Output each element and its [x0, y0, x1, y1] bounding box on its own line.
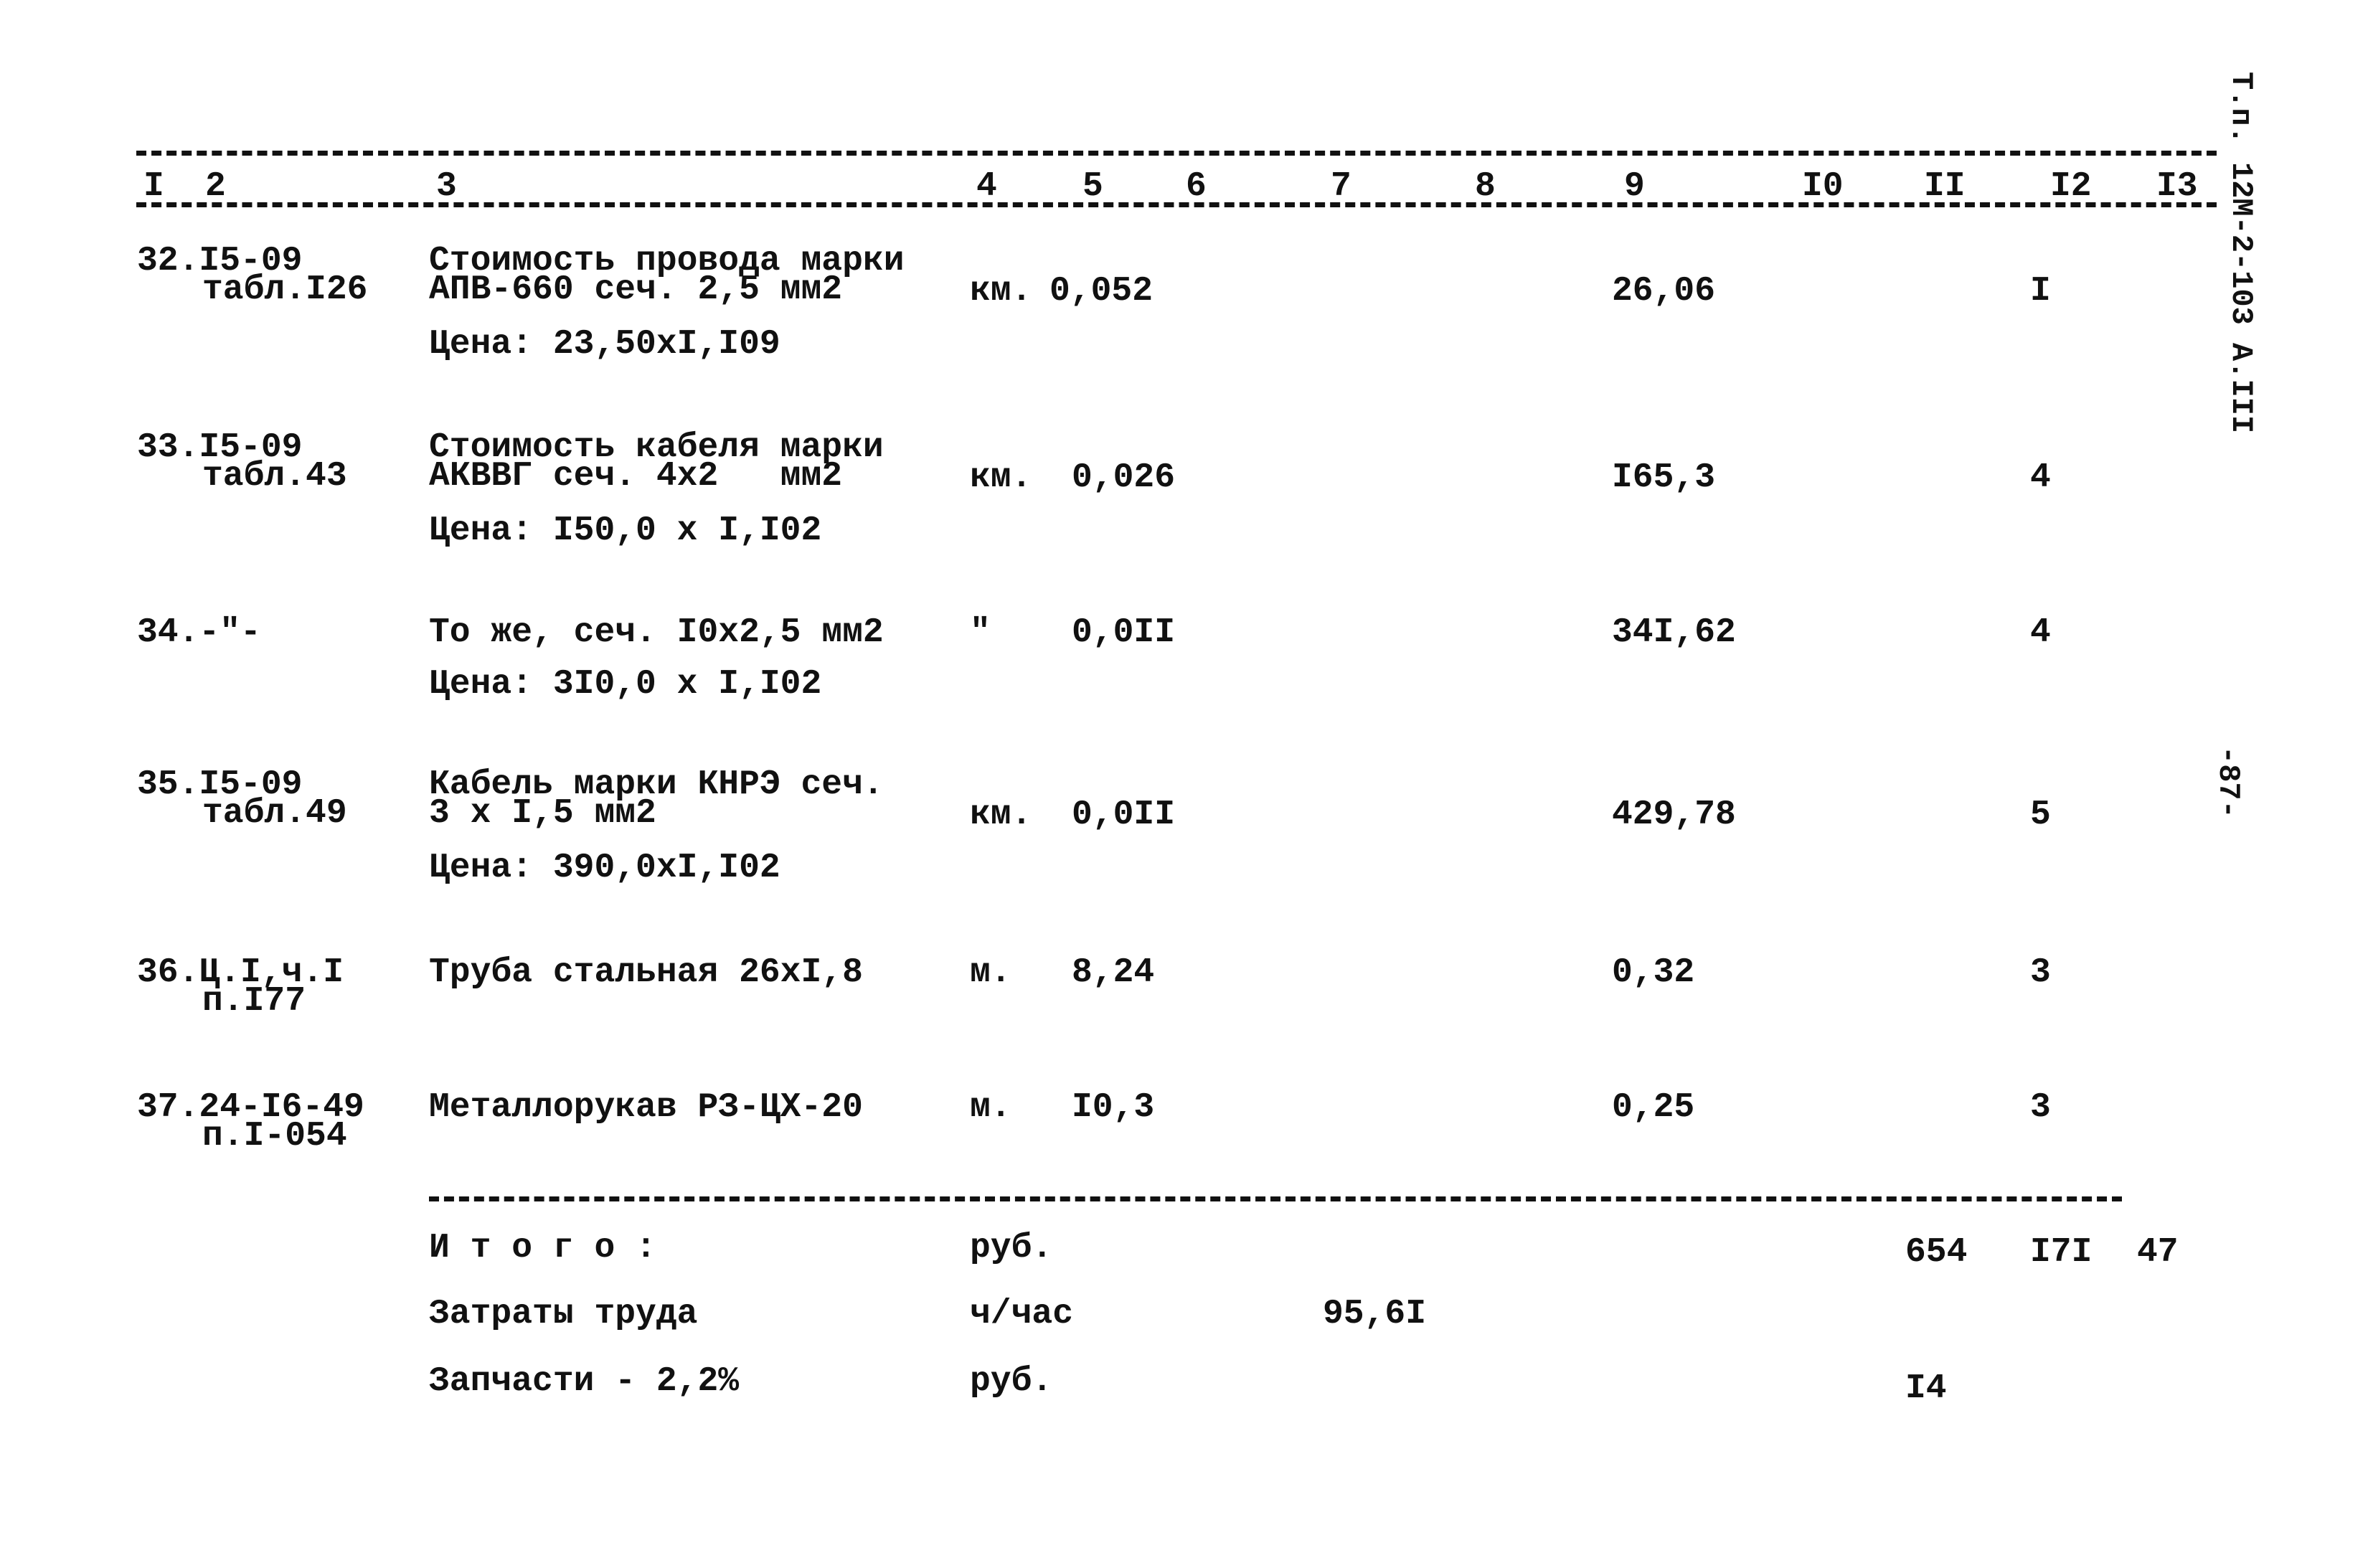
labor-unit: ч/час — [970, 1295, 1074, 1333]
row-number: 33.I5-09 — [137, 428, 303, 467]
row-col12: 5 — [2030, 795, 2051, 834]
row-reference: п.I77 — [202, 982, 306, 1021]
labor-label: Затраты труда — [429, 1295, 698, 1333]
row-description: Стоимость провода марки — [429, 242, 905, 280]
row-col9: I65,3 — [1612, 458, 1716, 497]
column-header-1: I — [143, 167, 164, 206]
row-description: АКВВГ сеч. 4х2 мм2 — [429, 457, 843, 496]
row-col9: 0,25 — [1612, 1088, 1695, 1127]
row-quantity: 8,24 — [1072, 953, 1155, 992]
row-unit: м. — [970, 953, 1011, 992]
row-col9: 26,06 — [1612, 272, 1716, 311]
row-col12: I — [2030, 272, 2051, 311]
parts-col11: I4 — [1905, 1369, 1947, 1408]
row-description: 3 х I,5 мм2 — [429, 794, 656, 833]
row-col12: 4 — [2030, 458, 2051, 497]
header-top-rule — [136, 151, 2217, 156]
row-number: 37.24-I6-49 — [137, 1088, 364, 1127]
row-unit: км. — [970, 458, 1032, 497]
column-header-10: I0 — [1802, 167, 1844, 206]
column-header-12: I2 — [2050, 167, 2092, 206]
column-header-5: 5 — [1082, 167, 1103, 206]
row-quantity: 0,052 — [1049, 272, 1154, 311]
row-unit: км. — [970, 272, 1032, 311]
row-quantity: I0,3 — [1072, 1088, 1155, 1127]
row-description: Металлорукав РЗ-ЦХ-20 — [429, 1088, 863, 1127]
margin-document-code: Т.п. 12М-2-103 А.III — [2224, 72, 2258, 434]
total-col11: 654 — [1905, 1233, 1968, 1272]
header-bottom-rule — [136, 202, 2217, 207]
labor-col7: 95,6I — [1323, 1295, 1427, 1333]
row-quantity: 0,0II — [1072, 795, 1176, 834]
parts-label: Запчасти - 2,2% — [429, 1362, 740, 1401]
row-description: АПВ-660 сеч. 2,5 мм2 — [429, 270, 843, 309]
row-col9: 34I,62 — [1612, 613, 1736, 652]
column-header-3: 3 — [436, 167, 457, 206]
page-number: -87- — [2211, 746, 2245, 818]
total-label: И т о г о : — [429, 1229, 656, 1267]
row-description: То же, сеч. I0х2,5 мм2 — [429, 613, 884, 652]
column-header-11: II — [1924, 167, 1966, 206]
row-description: Стоимость кабеля марки — [429, 428, 884, 467]
column-header-2: 2 — [205, 167, 226, 206]
row-col9: 429,78 — [1612, 795, 1736, 834]
row-number: 32.I5-09 — [137, 242, 303, 280]
row-price: Цена: 23,50хI,I09 — [429, 325, 780, 364]
parts-unit: руб. — [970, 1362, 1053, 1401]
column-header-4: 4 — [976, 167, 997, 206]
total-col12: I7I — [2030, 1233, 2093, 1272]
total-col13: 47 — [2137, 1233, 2179, 1272]
row-reference: п.I-054 — [202, 1117, 347, 1156]
row-reference: табл.I26 — [202, 270, 368, 309]
column-header-13: I3 — [2156, 167, 2198, 206]
row-quantity: 0,026 — [1072, 458, 1176, 497]
column-header-6: 6 — [1186, 167, 1207, 206]
row-col9: 0,32 — [1612, 953, 1695, 992]
row-col12: 4 — [2030, 613, 2051, 652]
row-price: Цена: 3I0,0 х I,I02 — [429, 665, 822, 704]
row-price: Цена: 390,0хI,I02 — [429, 849, 780, 887]
row-unit: " — [970, 613, 991, 652]
row-price: Цена: I50,0 х I,I02 — [429, 511, 822, 550]
row-quantity: 0,0II — [1072, 613, 1176, 652]
row-number: 35.I5-09 — [137, 765, 303, 804]
row-col12: 3 — [2030, 953, 2051, 992]
row-description: Труба стальная 26хI,8 — [429, 953, 863, 992]
column-header-8: 8 — [1475, 167, 1496, 206]
row-unit: км. — [970, 795, 1032, 834]
totals-rule — [429, 1196, 2122, 1201]
row-reference: табл.43 — [202, 457, 347, 496]
row-description: Кабель марки КНРЭ сеч. — [429, 765, 884, 804]
column-header-7: 7 — [1331, 167, 1351, 206]
total-unit: руб. — [970, 1229, 1053, 1267]
row-reference: табл.49 — [202, 794, 347, 833]
row-number: 36.Ц.I,ч.I — [137, 953, 344, 992]
column-header-9: 9 — [1624, 167, 1645, 206]
row-col12: 3 — [2030, 1088, 2051, 1127]
row-number: 34.-"- — [137, 613, 261, 652]
row-unit: м. — [970, 1088, 1011, 1127]
